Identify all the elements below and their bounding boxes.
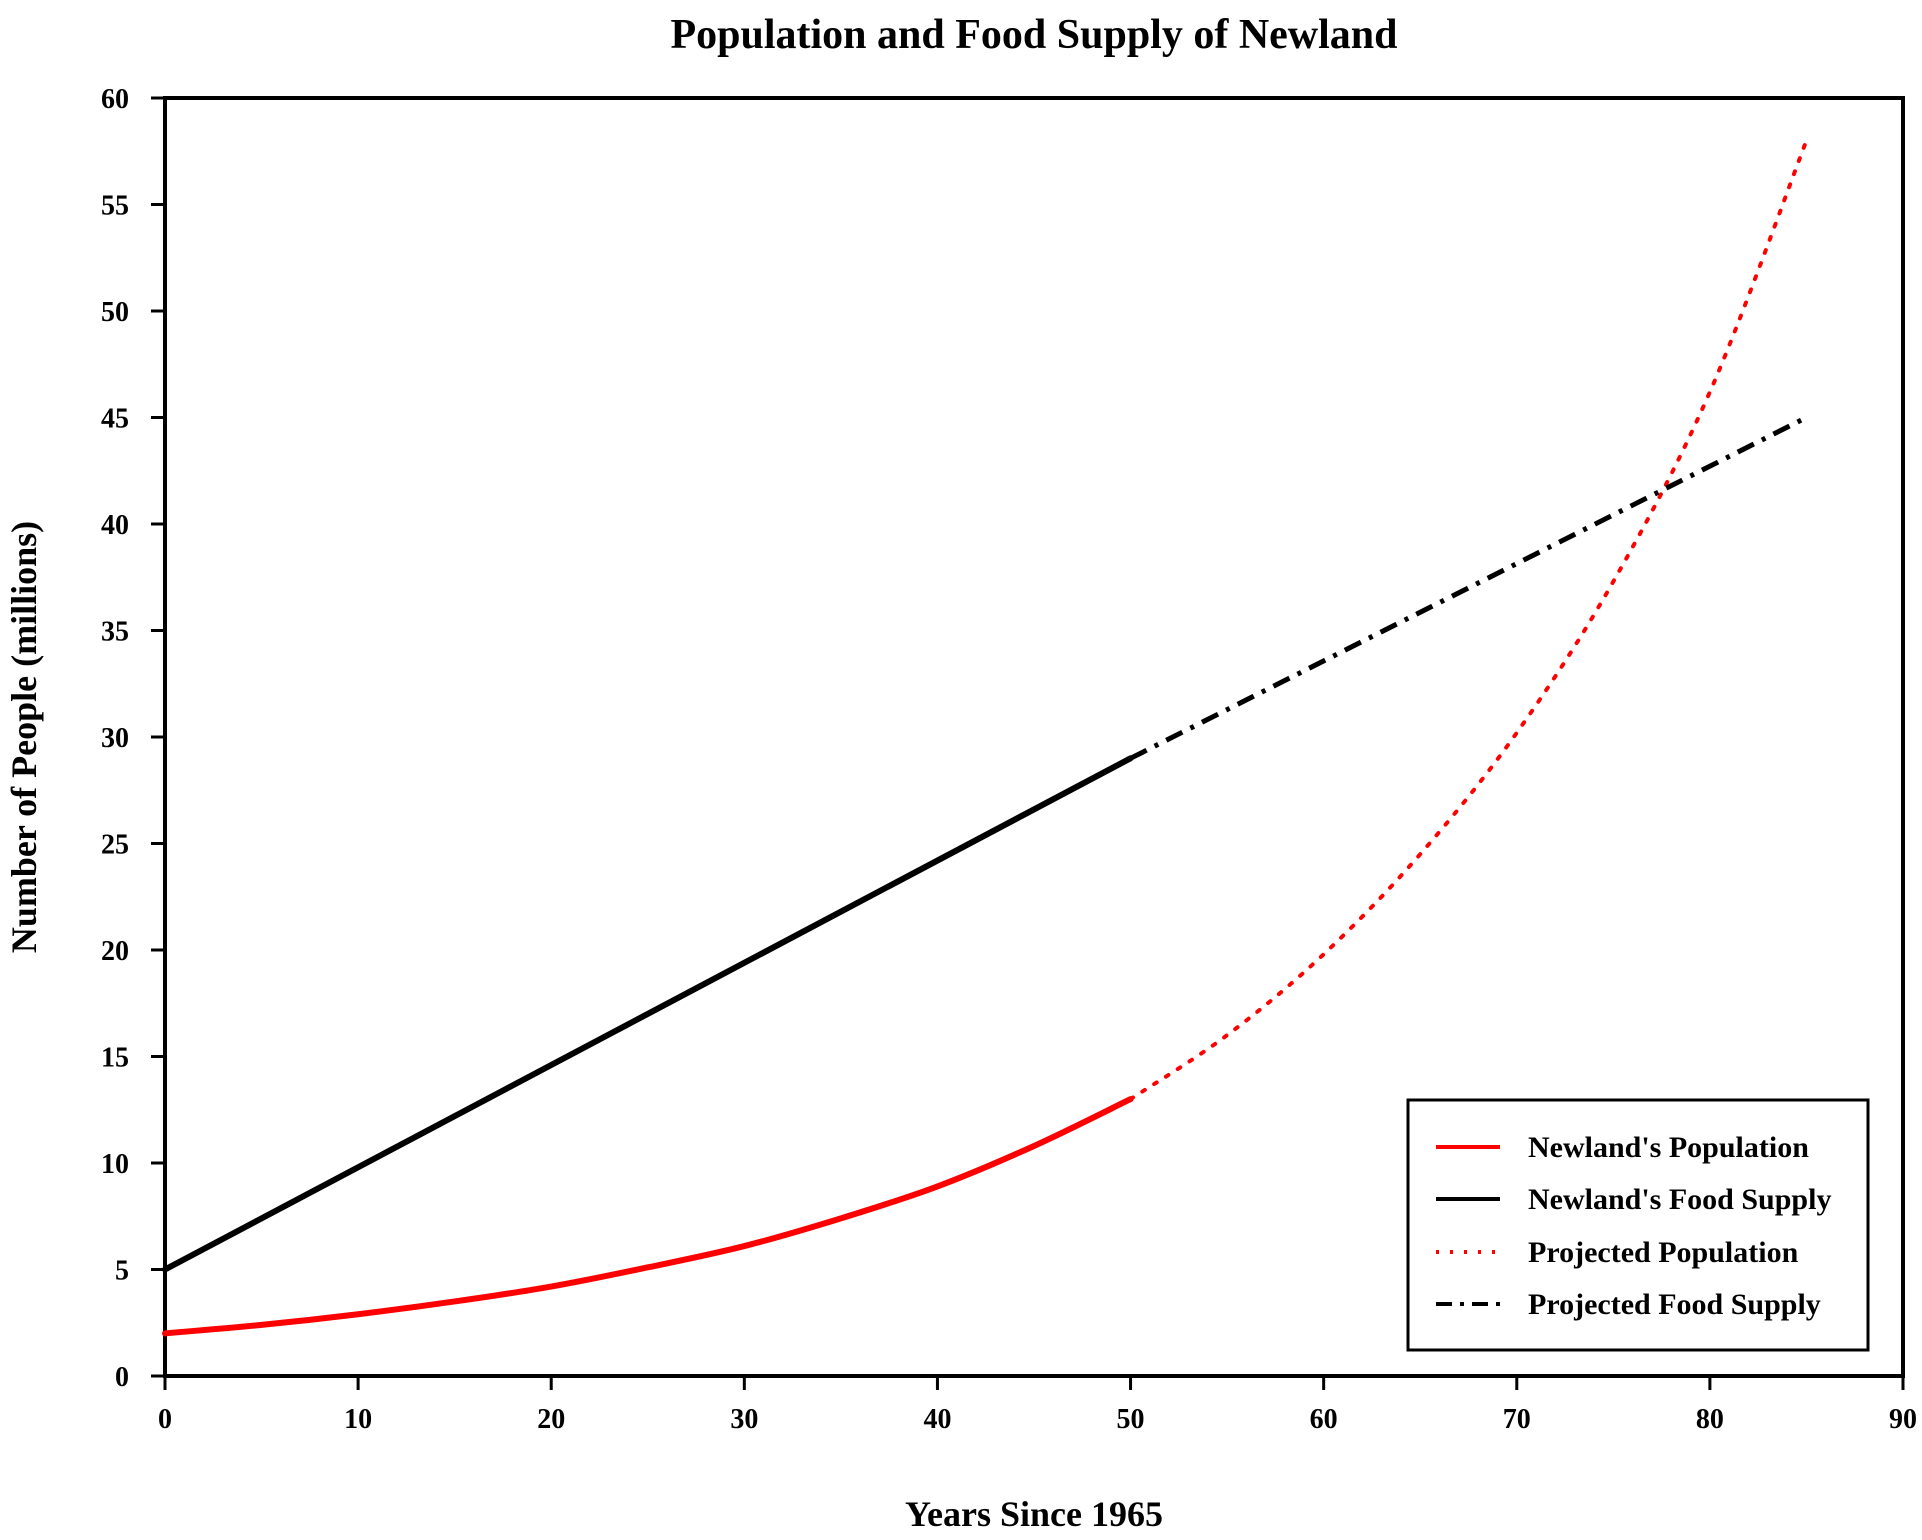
x-tick-label: 80 — [1696, 1404, 1724, 1435]
chart-title: Population and Food Supply of Newland — [670, 12, 1397, 58]
x-axis-label: Years Since 1965 — [905, 1494, 1163, 1534]
y-axis-label: Number of People (millions) — [4, 521, 44, 953]
x-tick-label: 10 — [344, 1404, 372, 1435]
x-tick-label: 20 — [537, 1404, 565, 1435]
legend-label-population: Newland's Population — [1528, 1131, 1809, 1164]
x-tick-label: 70 — [1503, 1404, 1531, 1435]
series-layer — [162, 138, 1809, 1337]
x-tick-label: 40 — [923, 1404, 951, 1435]
series-line-projected-population — [1128, 138, 1809, 1102]
y-tick-label: 5 — [115, 1256, 129, 1287]
legend-label-projected-food-supply: Projected Food Supply — [1528, 1288, 1821, 1321]
legend-box — [1406, 1098, 1870, 1352]
y-tick-label: 25 — [101, 830, 129, 861]
y-tick-label: 60 — [101, 84, 129, 115]
x-tick-label: 90 — [1889, 1404, 1917, 1435]
x-tick-label: 50 — [1117, 1404, 1145, 1435]
y-tick-label: 40 — [101, 510, 129, 541]
legend: Newland's Population Newland's Food Supp… — [1406, 1098, 1870, 1352]
legend-label-projected-population: Projected Population — [1528, 1236, 1799, 1269]
x-tick-label: 30 — [730, 1404, 758, 1435]
series-line-newland-s-population — [162, 1096, 1134, 1337]
y-tick-label: 10 — [101, 1149, 129, 1180]
series-line-projected-food-supply — [1129, 415, 1808, 761]
y-tick-label: 15 — [101, 1043, 129, 1074]
y-tick-label: 35 — [101, 617, 129, 648]
y-tick-label: 0 — [115, 1362, 129, 1393]
x-tick-label: 60 — [1310, 1404, 1338, 1435]
legend-label-food-supply: Newland's Food Supply — [1528, 1183, 1831, 1216]
y-tick-label: 55 — [101, 191, 129, 222]
y-tick-label: 30 — [101, 723, 129, 754]
axis-ticks: 0 10 20 30 40 50 60 70 80 90 0 5 10 15 20 25 30 35 40 45 50 5… — [101, 84, 1917, 1435]
x-tick-label: 0 — [158, 1404, 172, 1435]
y-tick-label: 45 — [101, 404, 129, 435]
series-line-newland-s-food-supply — [162, 755, 1134, 1273]
y-tick-label: 20 — [101, 936, 129, 967]
y-tick-label: 50 — [101, 297, 129, 328]
